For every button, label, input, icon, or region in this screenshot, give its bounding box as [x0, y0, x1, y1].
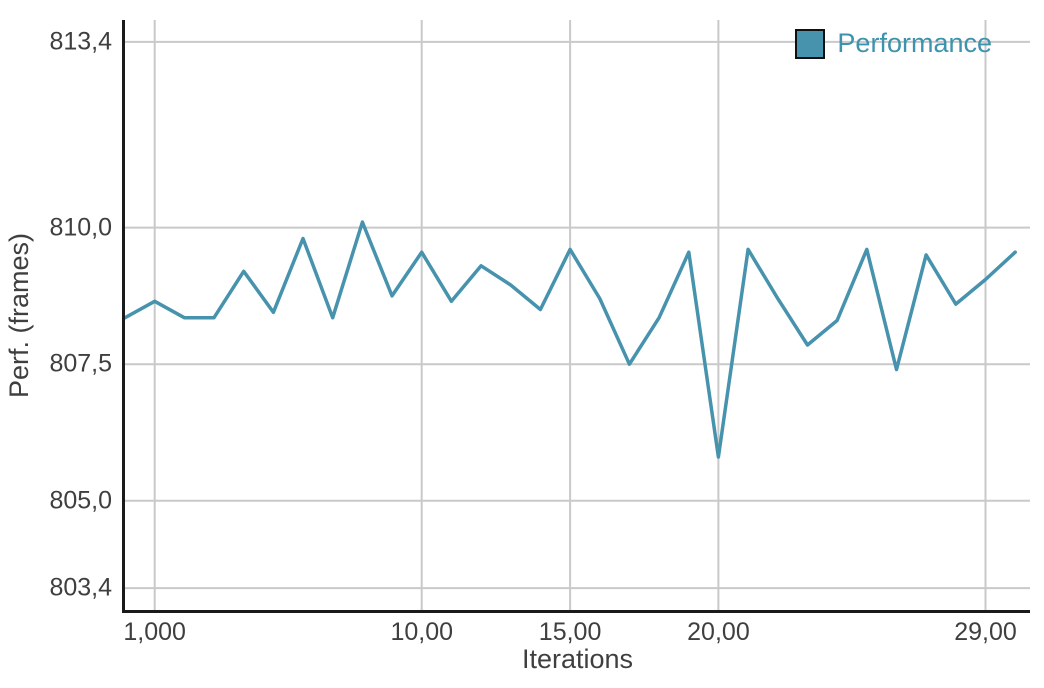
legend: Performance	[795, 28, 992, 59]
x-tick-label: 29,00	[954, 618, 1017, 646]
legend-label: Performance	[837, 28, 992, 58]
x-tick-label: 1,000	[123, 618, 186, 646]
y-tick-label: 805,0	[49, 486, 112, 515]
y-tick-label: 807,5	[49, 349, 112, 378]
y-tick-label: 803,4	[49, 573, 112, 602]
legend-swatch-performance	[795, 28, 826, 59]
x-tick-label: 10,00	[390, 618, 453, 646]
x-axis-title: Iterations	[521, 644, 634, 674]
chart-canvas	[125, 20, 1030, 610]
y-tick-label: 810,0	[49, 213, 112, 242]
plot-area	[122, 20, 1030, 613]
x-tick-label: 20,00	[687, 618, 750, 646]
y-axis-tick-labels: 813,4 810,0 807,5 805,0 803,4	[0, 0, 112, 688]
x-tick-label: 15,00	[538, 618, 602, 646]
y-tick-label: 813,4	[49, 27, 112, 56]
